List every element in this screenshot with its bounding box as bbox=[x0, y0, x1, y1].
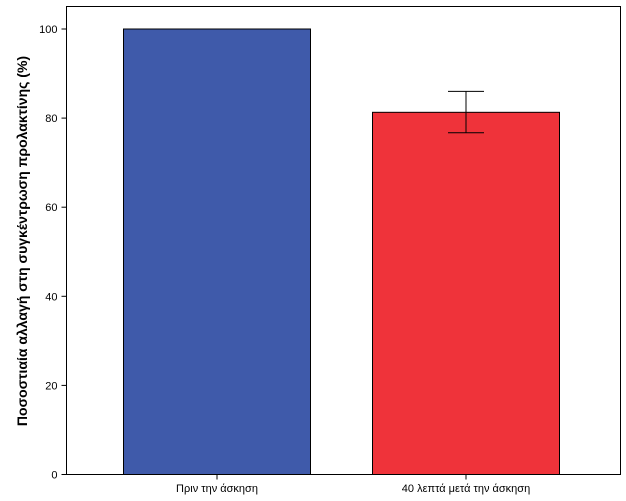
bar-2 bbox=[372, 111, 560, 475]
y-tick-label-20: 20 bbox=[45, 380, 57, 392]
bar-1 bbox=[123, 28, 311, 475]
x-axis: Πριν την άσκηση 40 λεπτά μετά την άσκηση bbox=[176, 474, 530, 495]
error-bars-layer bbox=[448, 90, 484, 134]
y-axis-label: Ποσοστιαία αλλαγή στη συγκέντρωση προλακ… bbox=[14, 56, 30, 426]
y-tick-label-80: 80 bbox=[45, 113, 57, 125]
y-tick-label-0: 0 bbox=[51, 470, 57, 482]
y-tick-label-40: 40 bbox=[45, 291, 57, 303]
x-tick-label-1: Πριν την άσκηση bbox=[176, 483, 258, 495]
y-tick-label-100: 100 bbox=[39, 24, 57, 36]
x-tick-label-2: 40 λεπτά μετά την άσκηση bbox=[402, 483, 530, 495]
y-tick-label-60: 60 bbox=[45, 202, 57, 214]
y-axis: 0 20 40 60 80 100 bbox=[39, 24, 67, 482]
